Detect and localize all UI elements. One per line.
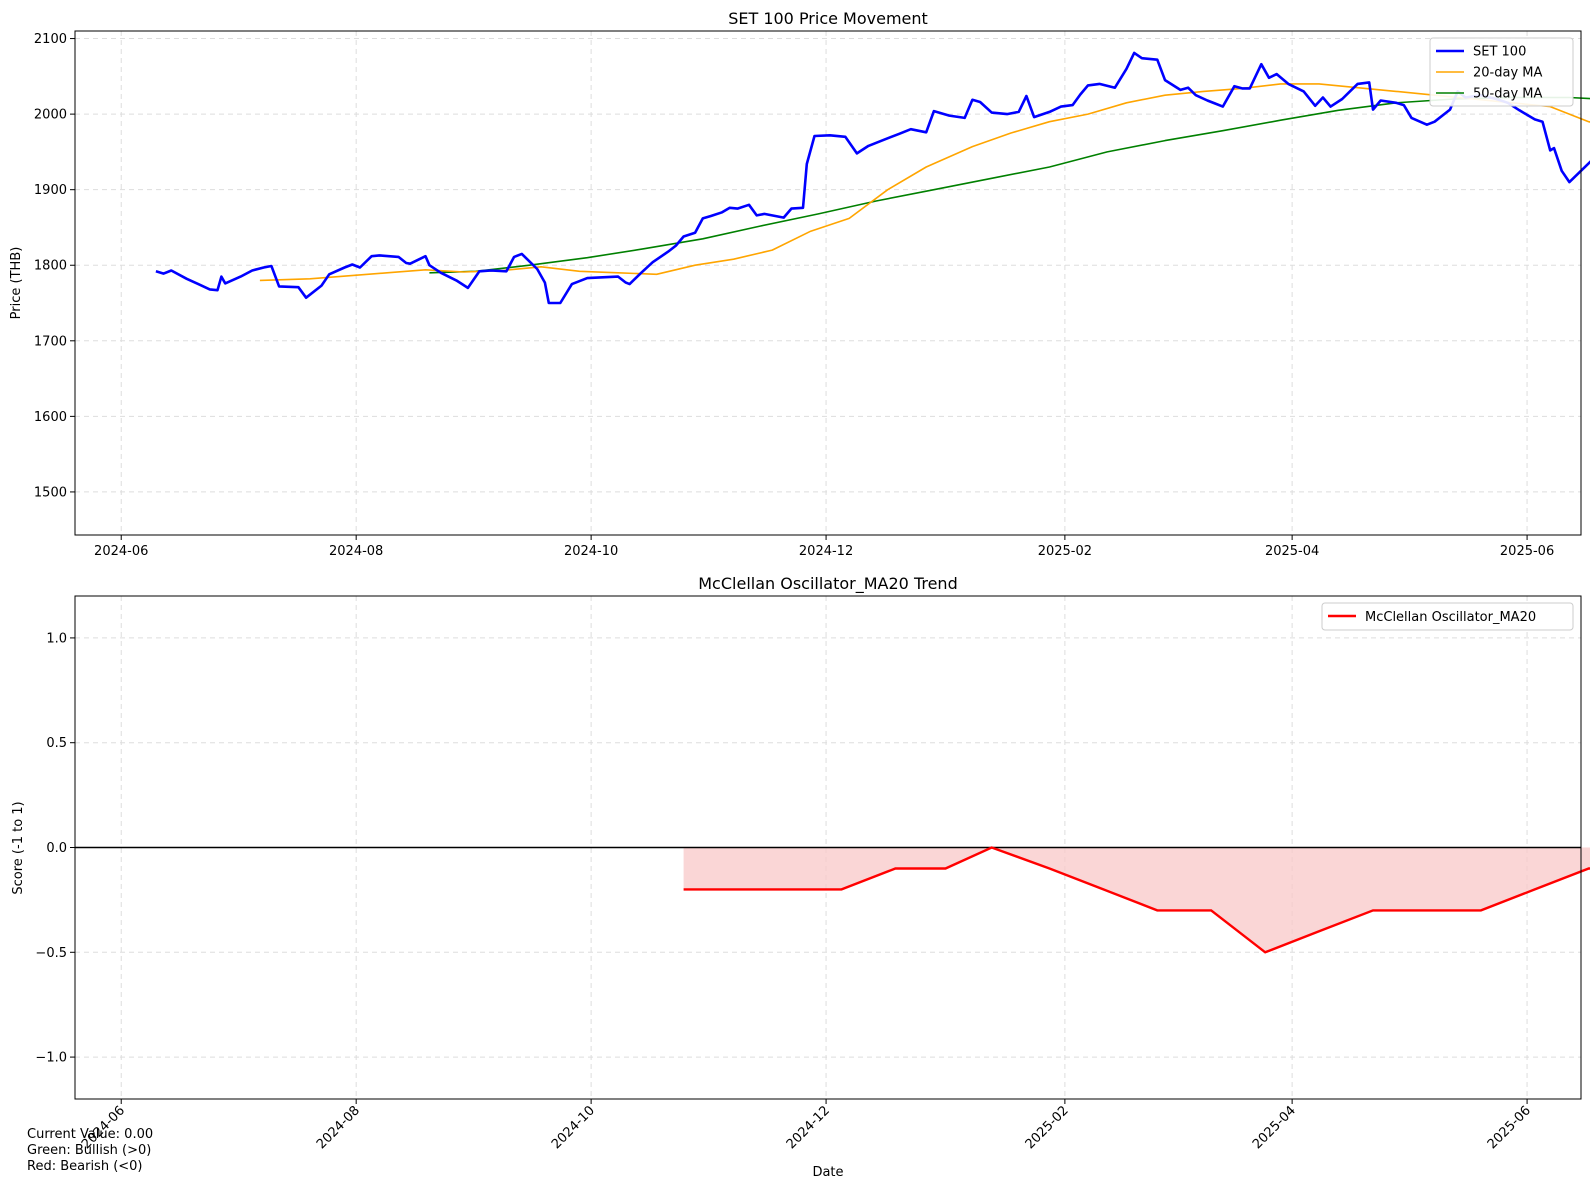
footnote-red-bearish: Red: Bearish (<0): [27, 1159, 143, 1174]
footnote-green-bullish: Green: Bullish (>0): [27, 1143, 152, 1158]
oscillator-x-tick-label: 2025-06: [1485, 1103, 1534, 1152]
mcclellan-oscillator-line: [683, 846, 1590, 954]
price-legend-box: [1429, 37, 1574, 107]
price-ticks: 2024-06 2024-08 2024-10 2024-12 2025-02 2025-…: [34, 32, 1554, 559]
oscillator-legend: McClellan Oscillator_MA20: [1321, 602, 1574, 631]
price-x-tick-label: 2025-02: [1038, 544, 1092, 559]
price-chart-title: SET 100 Price Movement: [728, 9, 928, 28]
20-day-ma-line: [259, 83, 1590, 282]
price-x-tick-label: 2024-08: [329, 544, 383, 559]
bearish-fill-area: [991, 847, 1590, 953]
oscillator-x-tick-label: 2024-08: [314, 1103, 363, 1152]
price-y-tick-label: 2100: [34, 32, 67, 47]
price-legend-label: 50-day MA: [1473, 87, 1542, 102]
oscillator-y-tick-label: −1.0: [35, 1051, 67, 1066]
set-100-line: [155, 51, 1590, 305]
price-y-tick-label: 1900: [34, 183, 67, 198]
oscillator-y-tick-label: −0.5: [35, 946, 67, 961]
oscillator-legend-box: [1321, 602, 1574, 631]
oscillator-y-tick-label: 1.0: [46, 631, 67, 646]
price-y-tick-label: 1800: [34, 259, 67, 274]
oscillator-x-axis-label: Date: [812, 1165, 843, 1180]
price-y-tick-label: 1500: [34, 485, 67, 500]
oscillator-series: [75, 846, 1590, 954]
price-legend-label: 20-day MA: [1473, 66, 1542, 81]
oscillator-x-tick-label: 2025-04: [1250, 1103, 1299, 1152]
price-y-tick-label: 1700: [34, 334, 67, 349]
price-x-tick-label: 2025-06: [1500, 544, 1554, 559]
bearish-fill-area: [683, 847, 992, 890]
oscillator-x-tick-label: 2025-02: [1023, 1103, 1072, 1152]
oscillator-x-tick-label: 2024-10: [549, 1103, 598, 1152]
oscillator-y-tick-label: 0.5: [46, 736, 67, 751]
price-x-tick-label: 2024-06: [94, 544, 148, 559]
oscillator-panel: 2024-06 2024-08 2024-10 2024-12 2025-02 2025-…: [11, 574, 1590, 1180]
price-y-tick-label: 2000: [34, 108, 67, 123]
price-plot-frame: [74, 30, 1582, 536]
oscillator-x-tick-label: 2024-12: [784, 1103, 833, 1152]
oscillator-chart-title: McClellan Oscillator_MA20 Trend: [698, 574, 957, 594]
price-x-tick-label: 2025-04: [1265, 544, 1319, 559]
price-panel: 2024-06 2024-08 2024-10 2024-12 2025-02 2025-…: [9, 9, 1590, 559]
price-y-axis-label: Price (THB): [9, 247, 24, 320]
50-day-ma-line: [429, 96, 1590, 274]
footnote-current-value: Current Value: 0.00: [27, 1127, 154, 1142]
price-grid: [75, 31, 1581, 535]
price-legend-label: SET 100: [1473, 45, 1526, 60]
oscillator-y-tick-label: 0.0: [46, 841, 67, 856]
oscillator-legend-label: McClellan Oscillator_MA20: [1365, 610, 1536, 625]
price-legend: SET 100 20-day MA 50-day MA: [1429, 37, 1574, 107]
price-x-tick-label: 2024-10: [564, 544, 618, 559]
price-y-tick-label: 1600: [34, 410, 67, 425]
price-series: [155, 51, 1590, 305]
price-x-tick-label: 2024-12: [799, 544, 853, 559]
oscillator-y-axis-label: Score (-1 to 1): [11, 801, 26, 894]
